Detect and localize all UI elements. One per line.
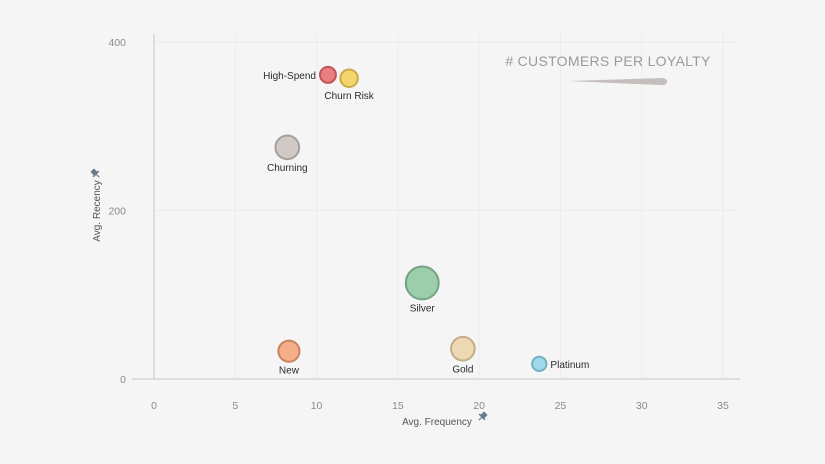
y-tick-label: 200 (108, 206, 126, 218)
data-points (274, 65, 548, 372)
x-tick-label: 15 (392, 400, 404, 412)
y-axis-title-group: Avg. Recency (89, 167, 103, 242)
axes (132, 34, 740, 380)
size-legend: # CUSTOMERS PER LOYALTY (505, 53, 711, 86)
y-axis-pin-icon[interactable] (89, 167, 102, 180)
x-tick-label: 10 (311, 400, 323, 412)
legend-title: # CUSTOMERS PER LOYALTY (505, 53, 711, 69)
data-label: Silver (410, 303, 436, 314)
x-tick-labels: 0 5 10 15 20 25 30 35 (151, 400, 729, 412)
data-point (339, 68, 359, 88)
x-tick-label: 35 (717, 400, 729, 412)
y-axis-title: Avg. Recency (92, 180, 103, 242)
x-tick-label: 25 (555, 400, 567, 412)
data-point (531, 355, 548, 372)
x-axis-pin-icon[interactable] (476, 410, 489, 423)
x-axis-title-group: Avg. Frequency (402, 410, 489, 428)
data-label: Platinum (550, 360, 589, 371)
data-label: Churning (267, 163, 308, 174)
data-point (274, 134, 301, 161)
x-tick-label: 30 (636, 400, 648, 412)
legend-size-wedge (568, 78, 668, 86)
data-point (450, 335, 476, 362)
y-tick-label: 400 (108, 37, 126, 49)
grid-lines (154, 34, 740, 379)
x-tick-label: 20 (473, 400, 485, 412)
x-axis-title: Avg. Frequency (402, 417, 472, 428)
y-tick-labels: 0 200 400 (108, 37, 126, 386)
data-point (404, 265, 440, 301)
data-point (277, 339, 301, 363)
data-label: High-Spend (263, 71, 316, 82)
x-tick-label: 5 (232, 400, 238, 412)
data-label: Churn Risk (324, 91, 374, 102)
x-tick-label: 0 (151, 400, 157, 412)
data-label: Gold (452, 365, 473, 376)
data-labels: High-Spend Churn Risk Churning Silver New Gol… (263, 71, 589, 377)
data-label: New (279, 366, 300, 377)
data-point (318, 65, 337, 84)
y-tick-label: 0 (120, 374, 126, 386)
